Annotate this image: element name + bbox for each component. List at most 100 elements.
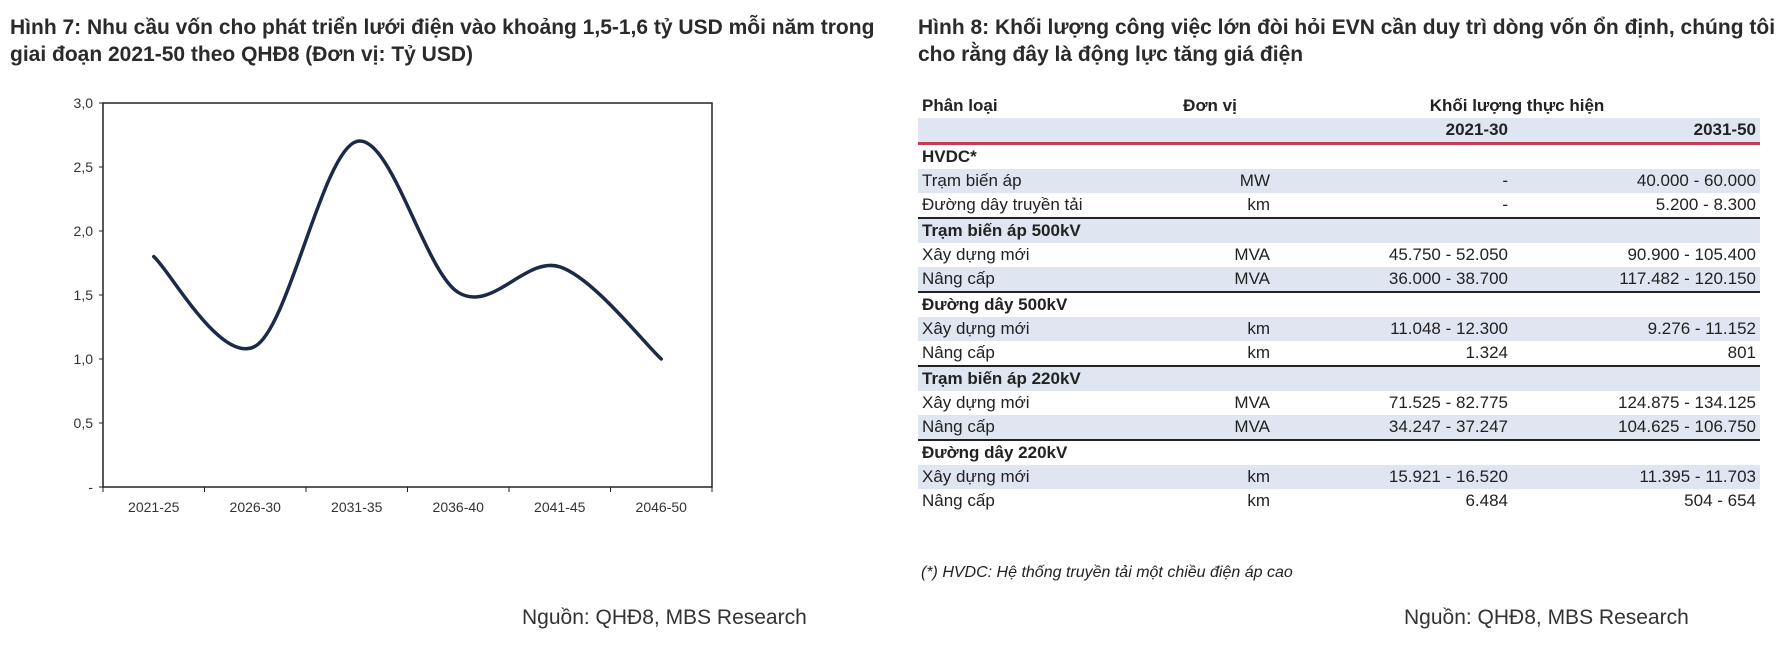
- table-cell: -: [1274, 169, 1512, 193]
- table-cell: [918, 118, 1146, 145]
- table-cell: 801: [1512, 341, 1760, 367]
- table-cell: 90.900 - 105.400: [1627, 245, 1756, 264]
- table-subheader-row: 2021-30 2031-50: [918, 118, 1760, 145]
- table-cell: Đường dây truyền tải: [918, 193, 1146, 219]
- table-cell: Đường dây 500kV: [922, 295, 1068, 314]
- table-cell: Nâng cấp: [918, 267, 1146, 293]
- x-tick-label: 2031-35: [331, 499, 383, 515]
- table-group-row: Trạm biến áp 220kV: [918, 366, 1760, 391]
- table-cell: 15.921 - 16.520: [1274, 465, 1512, 489]
- table-cell: 6.484: [1465, 491, 1508, 510]
- table-cell: [1146, 440, 1274, 465]
- table-cell: 117.482 - 120.150: [1512, 267, 1760, 293]
- y-tick-label: -: [88, 479, 93, 495]
- table-cell: Khối lượng thực hiện: [1429, 96, 1605, 115]
- figure8-source: Nguồn: QHĐ8, MBS Research: [1404, 606, 1689, 629]
- table-cell: 45.750 - 52.050: [1388, 245, 1508, 264]
- table-cell: 104.625 - 106.750: [1512, 415, 1760, 441]
- table-cell: Nâng cấp: [922, 491, 995, 510]
- table-group-row: Trạm biến áp 500kV: [918, 218, 1760, 243]
- table-cell: [1146, 118, 1274, 145]
- table-cell: [1512, 144, 1760, 170]
- table-header-row: Phân loại Đơn vị Khối lượng thực hiện: [918, 94, 1760, 118]
- table-cell: km: [1247, 491, 1270, 510]
- table-cell: [1274, 144, 1512, 170]
- table-cell: MVA: [1234, 393, 1270, 412]
- table-cell: 1.324: [1274, 341, 1512, 367]
- table-cell: 71.525 - 82.775: [1388, 393, 1508, 412]
- y-tick-label: 0,5: [74, 415, 94, 431]
- table-cell: km: [1146, 193, 1274, 219]
- table-cell: 2021-30: [1274, 118, 1512, 145]
- line-chart: - 0,5 1,0 1,5 2,0 2,5 3,0 2021-25 2026-30 2031-35…: [74, 95, 713, 515]
- series-line: [152, 139, 663, 361]
- x-tick-label: 2041-45: [534, 499, 586, 515]
- x-tick-label: 2046-50: [636, 499, 688, 515]
- table-cell: [1274, 366, 1512, 391]
- y-tick-label: 2,5: [74, 159, 94, 175]
- figure7-title: Hình 7: Nhu cầu vốn cho phát triển lưới …: [10, 16, 875, 66]
- table-cell: Đường dây 220kV: [922, 443, 1068, 462]
- table-cell: 124.875 - 134.125: [1617, 393, 1756, 412]
- table-cell: 36.000 - 38.700: [1274, 267, 1512, 293]
- table-cell: Xây dựng mới: [918, 317, 1146, 341]
- table-cell: km: [1146, 341, 1274, 367]
- table-row: Nâng cấp km 6.484 504 - 654: [918, 489, 1760, 513]
- table-cell: Trạm biến áp 220kV: [918, 366, 1146, 391]
- table-cell: Nâng cấp: [918, 415, 1146, 441]
- y-tick-label: 3,0: [74, 95, 94, 111]
- table-footnote: (*) HVDC: Hệ thống truyền tải một chiều …: [921, 564, 1293, 581]
- table-row: Xây dựng mới km 15.921 - 16.520 11.395 - 11…: [918, 465, 1760, 489]
- table-cell: [1512, 292, 1760, 317]
- table-cell: MVA: [1146, 415, 1274, 441]
- table-cell: -: [1274, 193, 1512, 219]
- table-cell: [1512, 366, 1760, 391]
- table-row: Xây dựng mới MVA 45.750 - 52.050 90.900 - 1…: [918, 243, 1760, 267]
- y-tick-label: 1,5: [74, 287, 94, 303]
- table-cell: [1274, 292, 1512, 317]
- table-cell: [1146, 292, 1274, 317]
- table-cell: km: [1146, 317, 1274, 341]
- table-cell: [1274, 440, 1512, 465]
- table-row: Xây dựng mới MVA 71.525 - 82.775 124.875 - …: [918, 391, 1760, 415]
- y-tick-label: 1,0: [74, 351, 94, 367]
- y-tick-label: 2,0: [74, 223, 94, 239]
- work-volume-table: Phân loại Đơn vị Khối lượng thực hiện 2021-…: [918, 94, 1760, 513]
- table-row: Trạm biến áp MW -40.000 - 60.000: [918, 169, 1760, 193]
- table-cell: Trạm biến áp: [918, 169, 1146, 193]
- table-cell: MVA: [1146, 267, 1274, 293]
- table-cell: 9.276 - 11.152: [1512, 317, 1760, 341]
- table-cell: [1274, 218, 1512, 243]
- table-group-row: Đường dây 500kV: [918, 292, 1760, 317]
- table-cell: [1146, 366, 1274, 391]
- table-cell: 34.247 - 37.247: [1274, 415, 1512, 441]
- x-tick-label: 2021-25: [128, 499, 180, 515]
- table-row: Nâng cấp MVA 36.000 - 38.700 117.482 - 120.…: [918, 267, 1760, 293]
- table-cell: MW: [1146, 169, 1274, 193]
- figure7-source: Nguồn: QHĐ8, MBS Research: [522, 606, 807, 629]
- x-tick-label: 2036-40: [433, 499, 485, 515]
- table-cell: Xây dựng mới: [918, 465, 1146, 489]
- table-cell: 504 - 654: [1684, 491, 1756, 510]
- table-cell: 11.048 - 12.300: [1274, 317, 1512, 341]
- table-cell: [1512, 218, 1760, 243]
- plot-frame: [102, 102, 713, 488]
- table-cell: Nâng cấp: [918, 341, 1146, 367]
- x-tick-label: 2026-30: [230, 499, 282, 515]
- table-cell: Trạm biến áp 500kV: [918, 218, 1146, 243]
- table-cell: km: [1146, 465, 1274, 489]
- table-cell: Đơn vị: [1183, 96, 1237, 115]
- table-cell: 40.000 - 60.000: [1512, 169, 1760, 193]
- table-cell: HVDC*: [922, 147, 977, 166]
- table-row: Xây dựng mới km 11.048 - 12.300 9.276 - 11.…: [918, 317, 1760, 341]
- table-cell: Xây dựng mới: [922, 393, 1030, 412]
- table-group-row: HVDC*: [918, 144, 1760, 170]
- figure8-title: Hình 8: Khối lượng công việc lớn đòi hỏi…: [918, 16, 1776, 66]
- table-cell: Xây dựng mới: [922, 245, 1030, 264]
- table-cell: [1512, 440, 1760, 465]
- table-row: Nâng cấp MVA 34.247 - 37.247 104.625 - 106.…: [918, 415, 1760, 441]
- table-cell: [1146, 218, 1274, 243]
- table-cell: 11.395 - 11.703: [1512, 465, 1760, 489]
- table-cell: [1146, 144, 1274, 170]
- table-row: Nâng cấp km 1.324 801: [918, 341, 1760, 367]
